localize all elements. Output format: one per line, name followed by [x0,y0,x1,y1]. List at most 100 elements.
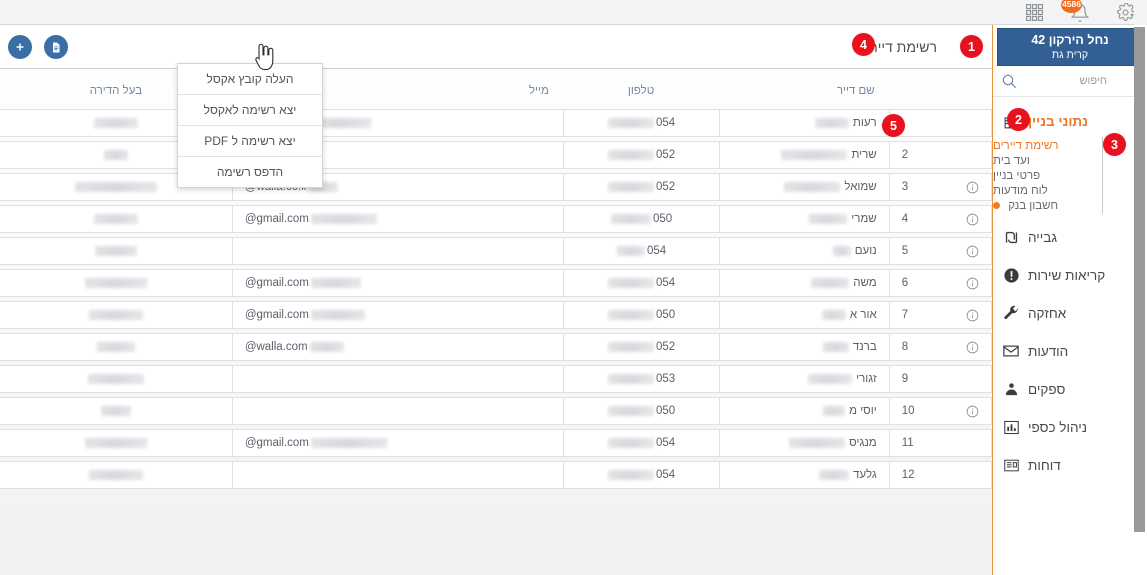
sidebar-item-label: הודעות [1028,343,1069,359]
info-icon[interactable] [966,181,979,194]
row-index: 4 [901,213,909,225]
table-header-row: שם דייר טלפון מייל בעל הדירה [0,73,992,105]
cell-phone: 054 [562,109,720,137]
notification-badge: 4586 [1061,0,1082,13]
cell-apartment-owner [0,461,232,489]
sidebar-item-label: אחזקה [1028,305,1067,321]
info-icon[interactable] [966,245,979,258]
table-row[interactable]: 6 משה 054 @gmail.com [0,269,992,297]
redacted-text [310,213,377,224]
cell-tenant-name: רעות [719,109,889,137]
sidebar-subitem-bulletin-board[interactable]: לוח מודעות [993,184,1048,197]
row-index: 6 [901,277,909,289]
supplier-icon [1001,379,1021,399]
cell-phone: 050 [562,397,720,425]
bell-icon[interactable]: 4586 [1061,0,1090,23]
plus-icon [16,43,24,51]
cell-tenant-name: שרית [719,141,889,169]
tenant-table: שם דייר טלפון מייל בעל הדירה רעות 054 @gma… [0,69,992,493]
step-marker-1: 1 [960,35,983,58]
main-content: רשימת דיירים [0,25,992,575]
step-marker-3: 3 [1103,133,1126,156]
cell-index: 9 [888,365,992,393]
sidebar-item-maintenance[interactable]: אחזקה [993,294,1147,332]
sidebar-item-suppliers[interactable]: ספקים [993,370,1147,408]
sidebar-search[interactable] [993,66,1147,97]
cell-apartment-owner [0,365,232,393]
table-row[interactable]: 8 ברנד 052 @walla.com [0,333,992,361]
info-icon[interactable] [966,341,979,354]
search-icon[interactable] [1001,73,1017,89]
redacted-text [808,373,853,384]
redacted-text [607,469,654,480]
info-icon[interactable] [966,405,979,418]
info-icon[interactable] [966,213,979,226]
sidebar-item-financial-management[interactable]: ניהול כספי [993,408,1147,446]
sidebar-subitem-house-committee[interactable]: ועד בית [993,154,1030,167]
bar-chart-icon [1001,417,1021,437]
tenant-table-container: שם דייר טלפון מייל בעל הדירה רעות 054 @gma… [0,69,992,493]
redacted-text [310,117,371,128]
export-menu-button[interactable] [44,35,68,59]
table-row[interactable]: 7 אור א 050 @gmail.com [0,301,992,329]
table-row[interactable]: 9 זגורי 053 [0,365,992,393]
cell-tenant-name: ברנד [719,333,889,361]
cell-email [231,365,563,393]
sidebar-item-label: גבייה [1028,229,1058,245]
sidebar-subitem-tenant-list[interactable]: רשימת דיירים [993,139,1059,152]
cell-email [231,461,563,489]
menu-item-upload-excel[interactable]: העלה קובץ אקסל [178,64,322,95]
phone-number: 052 [655,149,676,161]
menu-item-print-list[interactable]: הדפס רשימה [216,165,284,179]
grid-apps-icon[interactable] [1025,3,1044,22]
table-row[interactable]: 2 שרית 052 [0,141,992,169]
info-icon[interactable] [966,277,979,290]
cell-apartment-owner [0,269,232,297]
building-name: נחל הירקון 42 [1031,32,1109,47]
sidebar-subitem-bank-account[interactable]: חשבון בנק [993,198,1058,213]
sidebar-item-reports[interactable]: דוחות [993,446,1147,484]
cell-email [231,237,563,265]
cell-index: 6 [888,269,992,297]
info-icon[interactable] [966,309,979,322]
table-row[interactable]: 11 מנגיס 054 @gmail.com [0,429,992,457]
redacted-text [821,309,846,320]
cell-phone: 052 [562,141,720,169]
add-tenant-button[interactable] [8,35,32,59]
sidebar-subitem-building-details[interactable]: פרטי בניין [993,169,1041,182]
search-input[interactable] [1023,75,1107,87]
phone-number: 054 [655,469,676,481]
menu-item-export-pdf[interactable]: יצא רשימה ל PDF [178,126,322,157]
column-header-phone[interactable]: טלפון [627,85,655,97]
redacted-text [607,277,654,288]
gear-icon[interactable] [1116,2,1136,22]
column-header-apartment-owner[interactable]: בעל הדירה [89,85,143,97]
tenant-name: יוסי מ [849,405,877,417]
cell-email: @gmail.com [231,269,563,297]
table-row[interactable]: 12 גלעד 054 [0,461,992,489]
sidebar-item-messages[interactable]: הודעות [993,332,1147,370]
sidebar: נחל הירקון 42 קרית גת נתוני בניין [992,25,1147,575]
column-header-index[interactable] [889,73,992,105]
redacted-text [784,181,841,192]
sidebar-item-service-calls[interactable]: קריאות שירות [993,256,1147,294]
redacted-text [93,117,138,128]
table-row[interactable]: 4 שמרי 050 @gmail.com [0,205,992,233]
row-index: 5 [901,245,909,257]
building-selector[interactable]: נחל הירקון 42 קרית גת [997,28,1143,66]
export-dropdown-menu: העלה קובץ אקסל יצא רשימה לאקסל יצא רשימה… [177,63,323,188]
table-row[interactable]: 5 נועם 054 [0,237,992,265]
sidebar-item-collection[interactable]: גבייה [993,218,1147,256]
menu-item-export-excel[interactable]: יצא רשימה לאקסל [178,95,322,126]
page-header: רשימת דיירים [0,25,992,69]
redacted-text [310,309,365,320]
document-icon [53,42,60,52]
column-header-email[interactable]: מייל [528,85,549,97]
table-row[interactable]: 10 יוסי מ 050 [0,397,992,425]
vertical-scrollbar-thumb[interactable] [1134,27,1145,532]
tenant-name: נועם [854,245,877,257]
row-index: 10 [901,405,915,417]
column-header-tenant-name[interactable]: שם דייר [836,85,875,97]
